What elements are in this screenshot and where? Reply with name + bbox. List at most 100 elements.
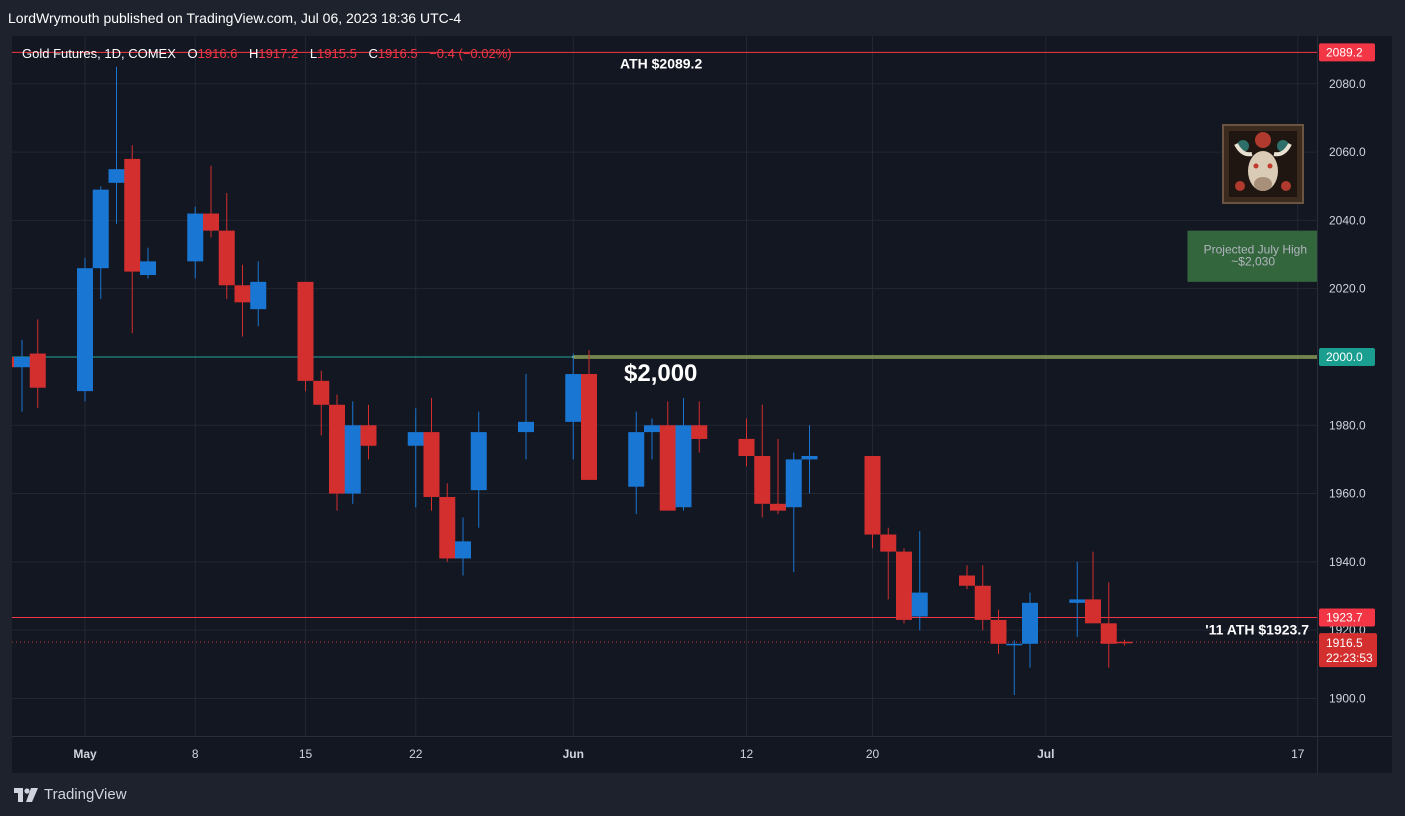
- brand-name: TradingView: [44, 786, 127, 803]
- candle-body: [644, 425, 660, 433]
- candle[interactable]: [518, 374, 534, 460]
- candle[interactable]: [108, 66, 125, 224]
- time-tick-label: 12: [740, 747, 754, 761]
- candle-body: [423, 432, 440, 497]
- candle-body: [108, 169, 125, 183]
- candle-body: [770, 503, 786, 511]
- candle[interactable]: [407, 408, 424, 508]
- candle[interactable]: [250, 261, 267, 327]
- candle[interactable]: [675, 397, 692, 511]
- time-tick-label: 17: [1291, 747, 1305, 761]
- price-tick-label: 1980.0: [1329, 418, 1366, 432]
- candle-body: [250, 281, 267, 310]
- ath-2011-annotation[interactable]: '11 ATH $1923.7: [1205, 622, 1309, 638]
- low-value: 1915.5: [317, 46, 357, 61]
- candle-body: [329, 404, 345, 494]
- candle[interactable]: [77, 257, 93, 402]
- candle[interactable]: [959, 565, 975, 590]
- price-tick-label: 1960.0: [1329, 487, 1366, 501]
- candle[interactable]: [439, 483, 456, 562]
- price-tick-label: 2020.0: [1329, 282, 1366, 296]
- candle[interactable]: [880, 527, 897, 600]
- candle-body: [470, 432, 487, 491]
- last-price-tag: 1916.5 22:23:53: [1319, 633, 1377, 668]
- candle-body: [738, 438, 755, 456]
- ath-price-tag: 2089.2: [1319, 43, 1375, 62]
- candle[interactable]: [14, 339, 30, 412]
- candle[interactable]: [911, 531, 928, 631]
- candle[interactable]: [92, 186, 109, 299]
- candle[interactable]: [187, 206, 204, 279]
- candle[interactable]: [124, 145, 141, 334]
- candle[interactable]: [1069, 561, 1086, 637]
- candle-body: [297, 281, 314, 381]
- candle-body: [14, 356, 30, 368]
- candle[interactable]: [974, 565, 991, 631]
- candle[interactable]: [423, 397, 440, 511]
- candle-body: [911, 592, 928, 617]
- candle[interactable]: [581, 350, 597, 480]
- candle[interactable]: [691, 401, 708, 453]
- candle[interactable]: [29, 319, 46, 409]
- candle[interactable]: [864, 456, 881, 549]
- tradingview-brand[interactable]: TradingView: [14, 786, 127, 803]
- candle[interactable]: [785, 452, 802, 573]
- candle-body: [974, 585, 991, 620]
- candle[interactable]: [1100, 582, 1117, 668]
- two-thousand-annotation[interactable]: $2,000: [624, 360, 697, 387]
- candle[interactable]: [628, 411, 645, 515]
- candle[interactable]: [801, 425, 818, 494]
- candle[interactable]: [470, 411, 487, 528]
- candle[interactable]: [659, 401, 676, 511]
- candle[interactable]: [12, 343, 15, 418]
- bull-head-image: [1222, 124, 1304, 204]
- candle[interactable]: [344, 401, 361, 504]
- change-value: −0.4 (−0.02%): [429, 46, 511, 61]
- ath-annotation[interactable]: ATH $2089.2: [620, 55, 702, 71]
- candle-body: [785, 459, 802, 508]
- candle-body: [959, 575, 975, 586]
- price-tick-label: 1900.0: [1329, 691, 1366, 705]
- candle[interactable]: [644, 418, 660, 460]
- price-chart[interactable]: Projected July High ~$2,030 1900.01920.0…: [12, 36, 1392, 773]
- candle[interactable]: [203, 165, 219, 238]
- candle[interactable]: [329, 394, 345, 511]
- candle[interactable]: [770, 438, 786, 515]
- candle[interactable]: [1085, 551, 1101, 624]
- price-tick-label: 2060.0: [1329, 145, 1366, 159]
- candle[interactable]: [1006, 640, 1023, 696]
- last-price-label: 1916.5: [1326, 636, 1363, 650]
- candle[interactable]: [1116, 639, 1133, 646]
- candle[interactable]: [754, 404, 771, 518]
- candle[interactable]: [297, 281, 314, 392]
- candle[interactable]: [990, 609, 1007, 655]
- candle-body: [140, 261, 156, 276]
- candle-body: [1116, 641, 1133, 644]
- projection-label: Projected July High: [1204, 243, 1307, 257]
- candle[interactable]: [218, 193, 235, 299]
- candle-body: [659, 425, 676, 511]
- ath-2011-price-label: 1923.7: [1326, 611, 1363, 625]
- ohlc-legend[interactable]: Gold Futures, 1D, COMEX O1916.6 H1917.2 …: [22, 46, 512, 61]
- candle-body: [518, 421, 534, 433]
- candle[interactable]: [234, 264, 251, 337]
- candle[interactable]: [738, 418, 755, 467]
- projection-box[interactable]: [1187, 230, 1318, 282]
- candle[interactable]: [313, 370, 330, 436]
- candle-body: [124, 158, 141, 272]
- candle[interactable]: [896, 548, 912, 624]
- time-tick-label: 22: [409, 747, 423, 761]
- candle[interactable]: [455, 517, 471, 576]
- tradingview-logo-icon: [14, 787, 38, 802]
- candle[interactable]: [1022, 592, 1038, 668]
- candle[interactable]: [565, 353, 582, 460]
- candle[interactable]: [360, 404, 377, 460]
- time-tick-label: 8: [192, 747, 199, 761]
- candle[interactable]: [140, 247, 156, 279]
- candle-body: [187, 213, 204, 262]
- candle-body: [990, 619, 1007, 644]
- candle-body: [439, 496, 456, 559]
- high-label: H: [249, 46, 258, 61]
- candle-body: [12, 356, 15, 368]
- price-tick-label: 2080.0: [1329, 77, 1366, 91]
